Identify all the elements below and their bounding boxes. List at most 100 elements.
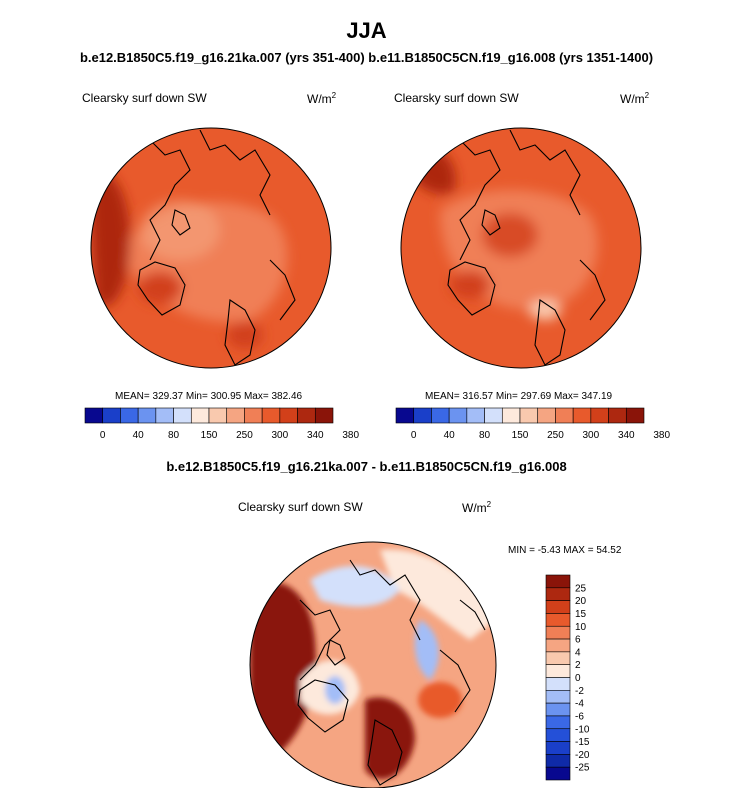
colorbar1-swatch-9	[244, 407, 263, 424]
map-panel1	[91, 128, 331, 368]
colorbar1-swatch-6	[190, 407, 210, 424]
panel3-units: W/m2	[462, 500, 492, 515]
map3-negative-east-field	[414, 620, 439, 680]
colorbar2-swatch-4	[466, 407, 485, 424]
colorbar1-swatch-5	[173, 407, 192, 424]
panel2-stats: MEAN= 316.57 Min= 297.69 Max= 347.19	[425, 391, 613, 402]
colorbar1-swatch-1	[102, 407, 121, 424]
colorbar2-swatch-7	[519, 407, 539, 424]
colorbar3-tick-label: 6	[575, 635, 581, 646]
colorbar3-swatch-0	[545, 574, 571, 589]
colorbar1-swatch-13	[314, 407, 334, 424]
runs-title: b.e12.B1850C5.f19_g16.21ka.007 (yrs 351-…	[79, 50, 654, 65]
colorbar1-swatch-2	[120, 407, 139, 424]
colorbar1-swatch-7	[208, 407, 228, 424]
map2-boundary	[400, 127, 642, 369]
colorbar3-swatch-5	[545, 638, 571, 653]
colorbar-panel1: 0 40 80 150 250 300 340 380	[84, 407, 359, 441]
colorbar3-tick-label: 0	[575, 673, 581, 684]
map1-greenland-field	[138, 272, 182, 304]
colorbar3-swatch-9	[545, 690, 571, 704]
main-title: JJA	[346, 18, 387, 43]
colorbar1-swatch-0	[84, 407, 104, 424]
map-panel3	[250, 542, 496, 788]
colorbar2-tick-label: 150	[512, 430, 529, 441]
colorbar3-tick-label: 10	[575, 622, 587, 633]
colorbar1-tick-label: 150	[201, 430, 218, 441]
colorbar1-swatch-12	[297, 407, 316, 424]
colorbar1-swatch-10	[261, 407, 281, 424]
colorbar2-tick-label: 250	[547, 430, 564, 441]
colorbar3-tick-label: 2	[575, 660, 581, 671]
panel1-units: W/m2	[307, 91, 337, 106]
colorbar1-tick-label: 250	[236, 430, 253, 441]
map3-pale-north-field	[380, 549, 495, 640]
colorbar3-swatch-11	[545, 715, 571, 730]
colorbar3-swatch-7	[545, 664, 571, 678]
colorbar3-tick-label: -2	[575, 686, 584, 697]
colorbar2-swatch-0	[395, 407, 415, 424]
map1-pale-patch	[140, 200, 220, 260]
colorbar3-swatch-1	[545, 587, 571, 601]
colorbar2-swatch-2	[431, 407, 450, 424]
colorbar2-tick-label: 0	[411, 430, 417, 441]
colorbar3-tick-label: -20	[575, 750, 590, 761]
map-panel2	[401, 128, 641, 368]
map1-boundary	[90, 127, 332, 369]
map3-asia-field	[418, 682, 462, 718]
colorbar2-swatch-5	[484, 407, 503, 424]
colorbar3-tick-label: 4	[575, 647, 581, 658]
difference-title: b.e12.B1850C5.f19_g16.21ka.007 - b.e11.B…	[166, 459, 567, 474]
colorbar3-swatch-8	[545, 677, 571, 691]
colorbar3-tick-label: -4	[575, 699, 584, 710]
colorbar2-swatch-6	[501, 407, 521, 424]
colorbar2-tick-label: 300	[583, 430, 600, 441]
panel2-units: W/m2	[620, 91, 650, 106]
colorbar3-swatch-15	[545, 766, 571, 781]
map3-boundary	[249, 541, 497, 788]
colorbar3-tick-label: -10	[575, 724, 590, 735]
colorbar1-tick-label: 80	[168, 430, 180, 441]
panel3-variable-label: Clearsky surf down SW	[238, 500, 363, 514]
colorbar3-tick-label: -25	[575, 763, 590, 774]
colorbar3-tick-label: -15	[575, 737, 590, 748]
panel2-variable-label: Clearsky surf down SW	[394, 91, 519, 105]
colorbar2-swatch-11	[590, 407, 609, 424]
colorbar1-tick-label: 40	[133, 430, 145, 441]
map1-coastlines	[137, 129, 296, 366]
colorbar3-swatch-10	[545, 702, 571, 717]
colorbar1-swatch-4	[155, 407, 174, 424]
map1-europe-field	[227, 321, 263, 349]
colorbar1-swatch-8	[226, 407, 245, 424]
colorbar1-swatch-3	[137, 407, 157, 424]
colorbar3-swatch-2	[545, 600, 571, 614]
colorbar2-swatch-8	[537, 407, 556, 424]
colorbar1-tick-label: 300	[272, 430, 289, 441]
panel1-stats: MEAN= 329.37 Min= 300.95 Max= 382.46	[115, 391, 303, 402]
colorbar3-swatch-13	[545, 741, 571, 755]
colorbar3-swatch-6	[545, 651, 571, 665]
colorbar1-tick-label: 0	[100, 430, 106, 441]
map3-negative-north-field	[310, 566, 400, 607]
colorbar3-swatch-4	[545, 625, 571, 640]
colorbar1-tick-label: 340	[307, 430, 324, 441]
map2-greenland-field	[450, 271, 490, 299]
colorbar3-swatch-14	[545, 754, 571, 768]
colorbar2-tick-label: 40	[444, 430, 456, 441]
colorbar3-tick-label: 15	[575, 609, 587, 620]
colorbar-panel2: 0 40 80 150 250 300 340 380	[395, 407, 670, 441]
map2-central-patch	[482, 213, 538, 257]
colorbar3-swatch-12	[545, 728, 571, 742]
map3-europe-field	[365, 697, 415, 779]
colorbar1-tick-label: 380	[342, 430, 359, 441]
colorbar2-tick-label: 380	[653, 430, 670, 441]
colorbar3-tick-label: 25	[575, 583, 587, 594]
map2-light-patch	[529, 300, 561, 320]
map3-coastlines	[297, 559, 486, 786]
colorbar3-tick-label: -6	[575, 711, 584, 722]
map3-north-america-field	[250, 582, 316, 760]
panel1-variable-label: Clearsky surf down SW	[82, 91, 207, 105]
colorbar1-swatch-11	[279, 407, 298, 424]
